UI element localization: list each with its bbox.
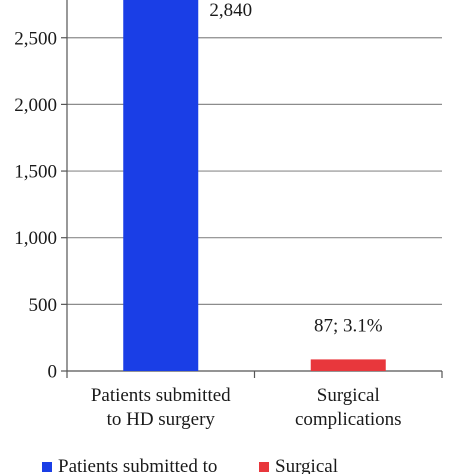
data-labels: 2,840 87; 3.1% (209, 0, 382, 336)
y-tick-label: 500 (29, 295, 58, 316)
category-label-0-0: Patients submitted (91, 385, 231, 406)
legend: Patients submitted to Surgical (42, 456, 338, 474)
category-label-0-1: to HD surgery (107, 409, 216, 430)
data-label-1: 87; 3.1% (314, 315, 383, 336)
bar-1 (310, 359, 386, 371)
y-tick-label: 2,500 (14, 28, 57, 49)
y-tick-label: 0 (48, 362, 58, 383)
bar-0 (123, 0, 199, 371)
category-labels: Patients submitted to HD surgery Surgical c… (91, 385, 402, 430)
legend-swatch-1 (259, 462, 269, 472)
bars (123, 0, 386, 371)
y-tick-label: 1,000 (14, 228, 57, 249)
category-label-1-0: Surgical (317, 385, 380, 406)
legend-label-0: Patients submitted to (58, 456, 217, 474)
data-label-0: 2,840 (209, 0, 252, 21)
y-tick-label: 1,500 (14, 162, 57, 183)
legend-label-1: Surgical (275, 456, 338, 474)
category-label-1-1: complications (295, 409, 402, 430)
y-tick-label: 2,000 (14, 95, 57, 116)
legend-swatch-0 (42, 462, 52, 472)
y-axis-ticks: 0 500 1,000 1,500 2,000 2,500 (14, 28, 67, 383)
